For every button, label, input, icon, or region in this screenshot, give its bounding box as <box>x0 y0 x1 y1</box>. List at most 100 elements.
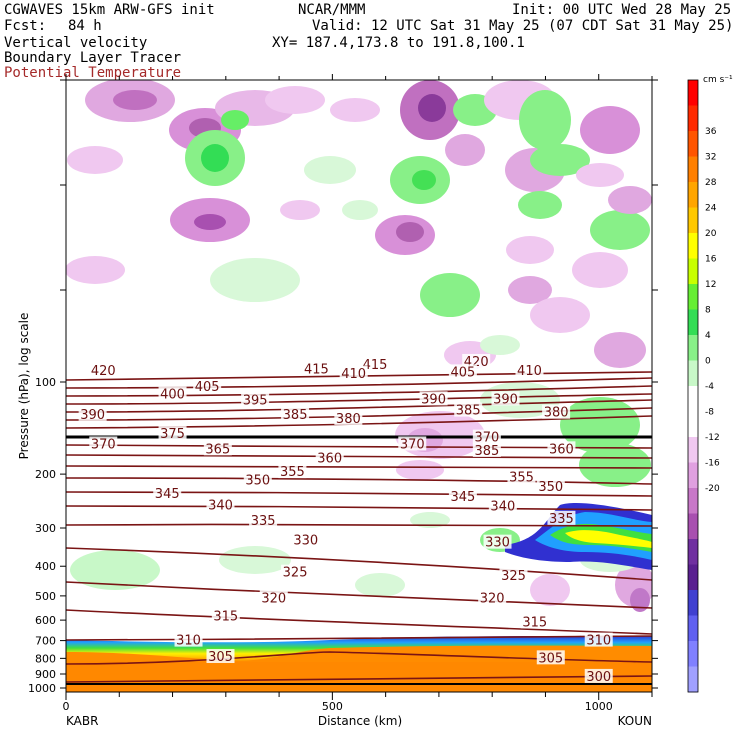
theta-label-bg <box>515 362 544 377</box>
theta-label: 395 <box>243 394 268 409</box>
colorbar-swatch <box>688 513 698 540</box>
colorbar-swatch <box>688 488 698 514</box>
theta-label-bg <box>153 485 182 500</box>
theta-label: 415 <box>304 362 329 377</box>
colorbar-label: 32 <box>705 153 716 163</box>
y-tick-label: 100 <box>35 376 56 389</box>
theta-label: 390 <box>421 392 446 407</box>
colorbar-swatch <box>688 258 698 285</box>
colorbar-label: 0 <box>705 357 711 367</box>
colorbar-swatch <box>688 437 698 463</box>
theta-label: 400 <box>160 388 185 403</box>
theta-label: 350 <box>538 480 563 495</box>
field-vertical-velocity: Vertical velocity <box>4 35 148 51</box>
colorbar-swatch <box>688 335 698 361</box>
theta-label-bg <box>278 464 307 479</box>
model-title: CGWAVES 15km ARW-GFS init <box>4 2 215 18</box>
right-station-label: KOUN <box>618 714 652 728</box>
colorbar-swatch <box>688 462 698 489</box>
y-tick-label: 500 <box>35 590 56 603</box>
theta-label-bg <box>542 404 571 419</box>
theta-label: 330 <box>485 536 510 551</box>
colorbar-border <box>687 79 699 693</box>
colorbar-label: -20 <box>705 484 720 494</box>
y-tick-label: 400 <box>35 560 56 573</box>
theta-label-bg <box>520 614 549 629</box>
y-axis-label: Pressure (hPa), log scale <box>17 313 31 460</box>
colorbar-label: -12 <box>705 433 720 443</box>
theta-label: 310 <box>176 634 201 649</box>
y-tick-label: 200 <box>35 468 56 481</box>
valid-time: Valid: 12 UTC Sat 31 May 25 (07 CDT Sat … <box>312 18 734 34</box>
colorbar-label: 20 <box>705 229 717 239</box>
theta-label: 305 <box>538 651 563 666</box>
theta-label-bg <box>89 362 118 377</box>
theta-label: 410 <box>517 364 542 379</box>
colorbar-swatch <box>688 233 698 259</box>
x-tick-label: 1000 <box>585 700 613 713</box>
theta-label: 355 <box>509 470 534 485</box>
theta-label: 335 <box>549 512 574 527</box>
theta-label: 330 <box>293 534 318 549</box>
theta-label: 415 <box>363 358 388 373</box>
theta-label: 360 <box>549 442 574 457</box>
colorbar-swatch <box>688 564 698 591</box>
theta-label-bg <box>206 649 235 664</box>
y-tick-label: 600 <box>35 614 56 627</box>
colorbar-label: 24 <box>705 204 717 214</box>
theta-label-bg <box>488 498 517 513</box>
colorbar-label: 4 <box>705 331 711 341</box>
theta-label-bg <box>584 668 613 683</box>
theta-label-bg <box>499 567 528 582</box>
theta-label: 310 <box>586 634 611 649</box>
theta-label: 405 <box>450 365 475 380</box>
theta-label-bg <box>302 361 331 376</box>
theta-label: 300 <box>586 670 611 685</box>
theta-label-bg <box>158 386 187 401</box>
y-tick-label: 800 <box>35 652 56 665</box>
theta-label-bg <box>448 489 477 504</box>
theta-label-bg <box>536 478 565 493</box>
theta-label: 410 <box>341 367 366 382</box>
colorbar: 36 32 28 24 20 16 12 8 4 0 -4 -8 -12 -16 -20 <box>687 79 720 693</box>
x-axis-label: Distance (km) <box>318 714 402 728</box>
field-potential-temperature: Potential Temperature <box>4 65 182 81</box>
theta-label: 315 <box>213 610 238 625</box>
colorbar-units: cm s⁻¹ <box>703 75 733 85</box>
theta-label: 340 <box>208 498 233 513</box>
colorbar-label: -8 <box>705 408 714 418</box>
colorbar-label: 12 <box>705 280 716 290</box>
theta-label-bg <box>547 510 576 525</box>
colorbar-swatch <box>688 182 698 208</box>
theta-label: 385 <box>456 404 481 419</box>
theta-label: 305 <box>208 650 233 665</box>
theta-label: 345 <box>155 487 180 502</box>
theta-label-bg <box>211 608 240 623</box>
colorbar-swatch <box>688 284 698 310</box>
theta-label: 405 <box>195 380 220 395</box>
colorbar-label: 16 <box>705 255 717 265</box>
theta-label: 325 <box>283 566 308 581</box>
y-tick-label: 900 <box>35 668 56 681</box>
theta-label-bg <box>478 590 507 605</box>
theta-label-bg <box>483 534 512 549</box>
theta-label-bg <box>472 442 501 457</box>
theta-label-bg <box>174 632 203 647</box>
theta-label-bg <box>249 513 278 528</box>
theta-label: 350 <box>245 474 270 489</box>
colorbar-swatch <box>688 386 698 412</box>
colorbar-swatch <box>688 80 698 106</box>
colorbar-swatch <box>688 539 698 565</box>
theta-label: 390 <box>80 408 105 423</box>
colorbar-swatch <box>688 615 698 642</box>
cross-section-endpoints: XY= 187.4,173.8 to 191.8,100.1 <box>272 35 525 51</box>
colorbar-label: 8 <box>705 306 711 316</box>
theta-label: 335 <box>251 514 276 529</box>
theta-label-bg <box>281 406 310 421</box>
theta-label: 325 <box>501 569 526 584</box>
x-tick-label: 500 <box>322 700 343 713</box>
theta-label-bg <box>398 436 427 451</box>
colorbar-swatch <box>688 641 698 667</box>
theta-label-bg <box>491 391 520 406</box>
